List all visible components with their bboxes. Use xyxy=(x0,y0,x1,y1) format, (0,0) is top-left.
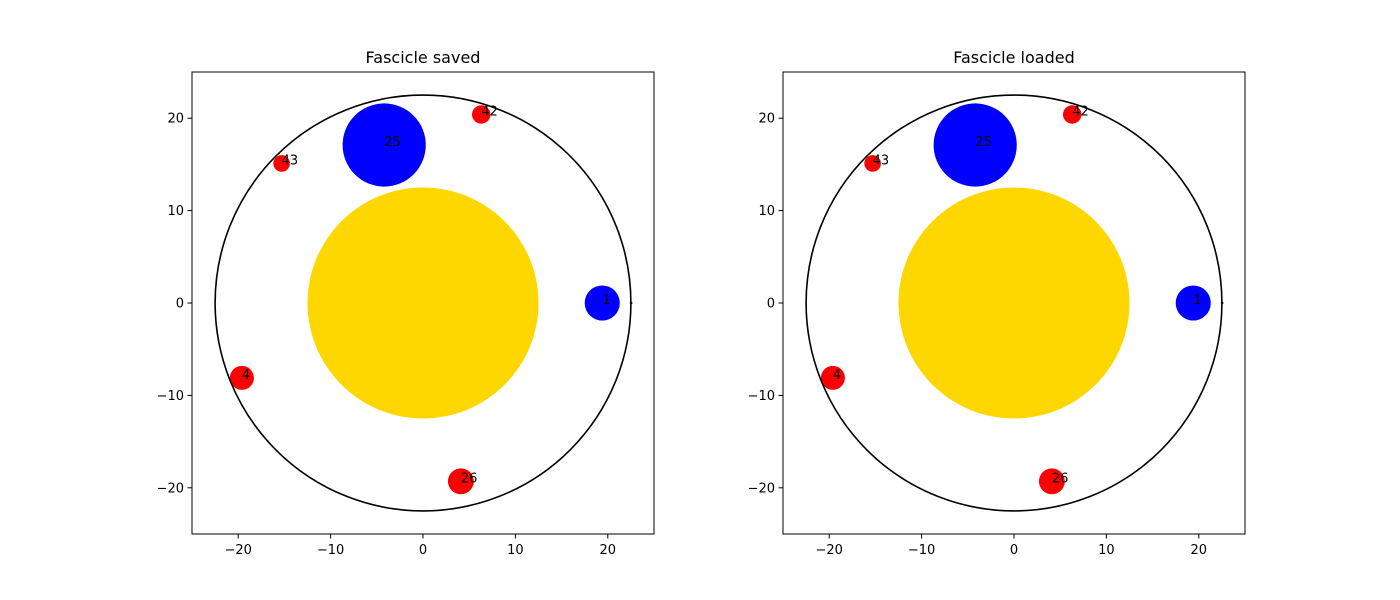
fiber-1-circle xyxy=(584,285,620,321)
fiber-25-circle xyxy=(933,103,1017,187)
y-tick-label: 20 xyxy=(758,112,775,127)
x-tick-label: 20 xyxy=(600,543,617,558)
fiber-43-circle xyxy=(273,155,290,172)
x-tick-label: −20 xyxy=(224,543,251,558)
fiber-43-label: 43 xyxy=(282,153,299,168)
fiber-4-label: 4 xyxy=(242,368,250,383)
chart-title: Fascicle saved xyxy=(366,48,481,67)
x-tick-label: 20 xyxy=(1191,543,1208,558)
fiber-4-circle xyxy=(820,365,845,390)
x-tick-label: 10 xyxy=(1098,543,1115,558)
fiber-26-label: 26 xyxy=(1052,471,1069,486)
y-tick-label: 10 xyxy=(167,204,184,219)
panel-fascicle-saved: 25 42 43 1 4 26 −20 −10 0 10 20 −20 −10 0 10 20 Fascicle… xyxy=(157,48,655,558)
fiber-25-label: 25 xyxy=(975,135,992,150)
fiber-1-circle xyxy=(1175,285,1211,321)
fiber-4-circle xyxy=(229,365,254,390)
core-circle xyxy=(307,187,539,419)
y-tick-label: 10 xyxy=(758,204,775,219)
y-tick-label: 20 xyxy=(167,112,184,127)
x-tick-label: −10 xyxy=(317,543,344,558)
fiber-42-label: 42 xyxy=(1072,105,1089,120)
fiber-26-circle xyxy=(447,468,474,495)
fiber-26-circle xyxy=(1038,468,1065,495)
plot-area xyxy=(214,94,633,512)
y-tick-label: 0 xyxy=(767,297,775,312)
chart-title: Fascicle loaded xyxy=(953,48,1074,67)
y-tick-label: 0 xyxy=(176,297,184,312)
x-tick-label: 0 xyxy=(419,543,427,558)
x-tick-label: −20 xyxy=(815,543,842,558)
fiber-26-label: 26 xyxy=(461,471,478,486)
fiber-42-circle xyxy=(1062,105,1082,124)
x-tick-label: −10 xyxy=(908,543,935,558)
fiber-1-label: 1 xyxy=(1193,293,1201,308)
fiber-43-label: 43 xyxy=(873,153,890,168)
fiber-42-label: 42 xyxy=(481,105,498,120)
plot-area xyxy=(805,94,1224,512)
fiber-4-label: 4 xyxy=(833,368,841,383)
x-tick-label: 10 xyxy=(507,543,524,558)
x-tick-label: 0 xyxy=(1010,543,1018,558)
fiber-1-label: 1 xyxy=(602,293,610,308)
y-tick-label: −20 xyxy=(748,481,775,496)
y-tick-label: −20 xyxy=(157,481,184,496)
fiber-43-circle xyxy=(864,155,881,172)
core-circle xyxy=(898,187,1130,419)
fiber-25-circle xyxy=(342,103,426,187)
panel-fascicle-loaded: 25 42 43 1 4 26 −20 −10 0 10 20 −20 −10 0 10 20 Fascicle… xyxy=(748,48,1246,558)
fiber-25-label: 25 xyxy=(384,135,401,150)
y-tick-label: −10 xyxy=(748,389,775,404)
y-tick-label: −10 xyxy=(157,389,184,404)
fiber-42-circle xyxy=(471,105,491,124)
